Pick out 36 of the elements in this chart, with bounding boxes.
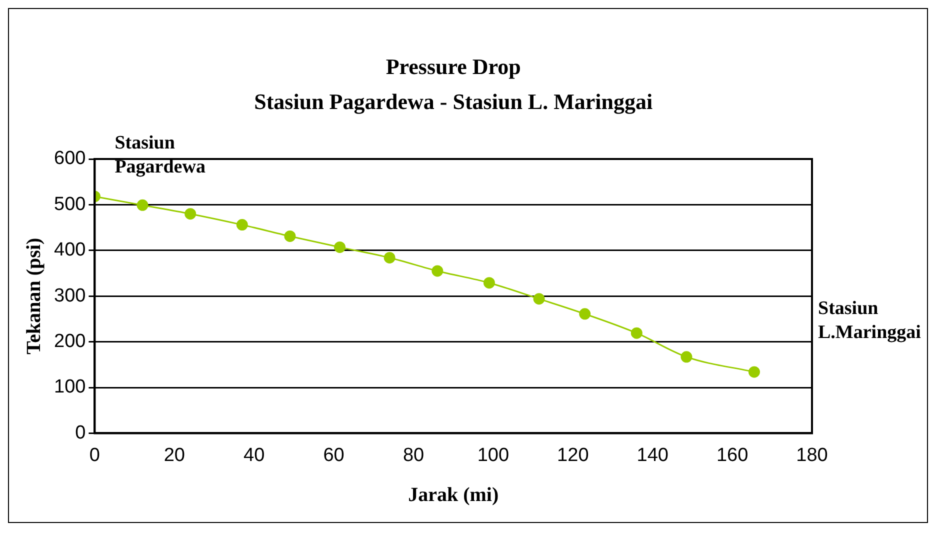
point bbox=[533, 293, 545, 305]
point bbox=[334, 241, 346, 253]
y-axis-title: Tekanan (psi) bbox=[23, 238, 46, 354]
x-tick-label: 60 bbox=[323, 444, 344, 466]
chart-subtitle: Stasiun Pagardewa - Stasiun L. Maringgai bbox=[254, 89, 653, 114]
x-tick-label: 160 bbox=[716, 444, 748, 466]
chart-title: Pressure Drop bbox=[386, 54, 521, 79]
y-tick-label: 500 bbox=[54, 194, 86, 215]
point bbox=[384, 252, 396, 264]
x-tick-label: 140 bbox=[636, 444, 668, 466]
point bbox=[236, 219, 248, 231]
x-tick-label: 40 bbox=[244, 444, 265, 466]
x-tick-label: 80 bbox=[402, 444, 424, 466]
point bbox=[136, 199, 148, 211]
x-tick-label: 180 bbox=[796, 444, 828, 466]
x-tick-label: 120 bbox=[557, 444, 589, 466]
y-tick-label: 100 bbox=[54, 376, 86, 398]
x-tick-label: 0 bbox=[89, 444, 100, 466]
point bbox=[748, 366, 760, 378]
point bbox=[630, 327, 642, 339]
x-axis-title: Jarak (mi) bbox=[408, 484, 499, 506]
text: Stasiun L.Maringgai bbox=[818, 298, 921, 343]
point bbox=[483, 277, 495, 289]
point bbox=[579, 308, 591, 320]
y-tick-label: 0 bbox=[75, 422, 86, 444]
x-tick-label: 100 bbox=[477, 444, 510, 466]
y-tick-label: 600 bbox=[54, 148, 86, 170]
y-tick-label: 300 bbox=[54, 285, 86, 306]
point bbox=[284, 230, 296, 242]
x-tick-label: 20 bbox=[164, 444, 185, 466]
point bbox=[432, 265, 444, 277]
y-tick-label: 200 bbox=[54, 331, 86, 352]
point bbox=[184, 208, 196, 220]
annotation: Stasiun Pagardewa bbox=[114, 132, 206, 178]
y-tick-label: 400 bbox=[54, 240, 86, 261]
point bbox=[680, 351, 692, 363]
